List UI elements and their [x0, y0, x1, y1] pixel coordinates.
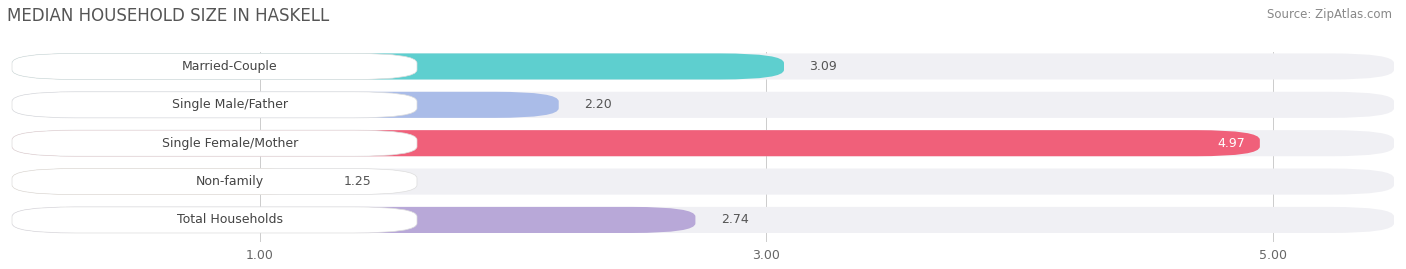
Text: Total Households: Total Households: [177, 213, 283, 226]
FancyBboxPatch shape: [13, 54, 785, 80]
FancyBboxPatch shape: [13, 130, 418, 156]
FancyBboxPatch shape: [13, 92, 1393, 118]
FancyBboxPatch shape: [13, 168, 418, 194]
Text: MEDIAN HOUSEHOLD SIZE IN HASKELL: MEDIAN HOUSEHOLD SIZE IN HASKELL: [7, 7, 329, 25]
FancyBboxPatch shape: [13, 54, 418, 80]
FancyBboxPatch shape: [13, 207, 696, 233]
Text: 2.74: 2.74: [721, 213, 748, 226]
FancyBboxPatch shape: [13, 92, 418, 118]
Text: 4.97: 4.97: [1218, 137, 1244, 150]
FancyBboxPatch shape: [13, 207, 418, 233]
FancyBboxPatch shape: [13, 54, 1393, 80]
FancyBboxPatch shape: [13, 130, 1393, 156]
FancyBboxPatch shape: [13, 207, 1393, 233]
Text: Married-Couple: Married-Couple: [181, 60, 277, 73]
FancyBboxPatch shape: [13, 130, 1260, 156]
FancyBboxPatch shape: [13, 168, 1393, 194]
Text: Single Female/Mother: Single Female/Mother: [162, 137, 298, 150]
Text: 3.09: 3.09: [810, 60, 837, 73]
Text: 1.25: 1.25: [343, 175, 371, 188]
Text: 2.20: 2.20: [583, 98, 612, 111]
Text: Non-family: Non-family: [195, 175, 264, 188]
FancyBboxPatch shape: [13, 168, 318, 194]
Text: Single Male/Father: Single Male/Father: [172, 98, 288, 111]
FancyBboxPatch shape: [13, 92, 558, 118]
Text: Source: ZipAtlas.com: Source: ZipAtlas.com: [1267, 8, 1392, 21]
